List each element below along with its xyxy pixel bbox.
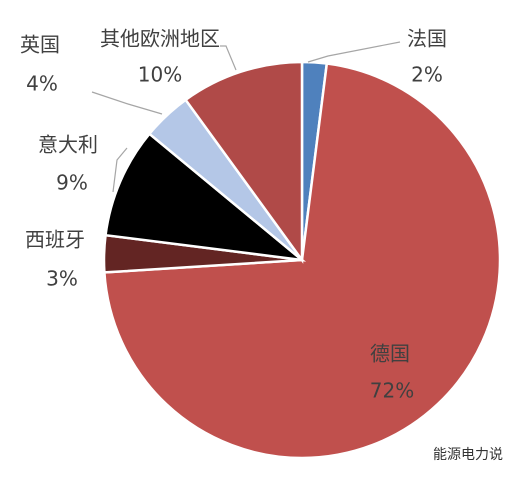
leader-line: [220, 45, 237, 71]
watermark: 能源电力说: [433, 447, 503, 463]
slice-label: 德国: [370, 342, 410, 366]
slice-label: 英国: [20, 33, 60, 57]
slice-label: 意大利: [38, 133, 98, 157]
leader-line: [307, 41, 401, 63]
slice-label: 其他欧洲地区: [100, 27, 220, 51]
pie-slice: [104, 132, 307, 262]
pie-slice: [183, 60, 304, 264]
value-label: 10%: [138, 63, 182, 87]
slice-label: 西班牙: [25, 228, 85, 252]
value-label: 4%: [26, 72, 58, 96]
value-label: 72%: [370, 379, 414, 403]
value-label: 9%: [56, 171, 88, 195]
slice-label: 法国: [407, 27, 447, 51]
leader-line: [112, 147, 128, 193]
value-label: 3%: [46, 267, 78, 291]
leader-line: [91, 91, 163, 115]
value-label: 2%: [411, 63, 443, 87]
